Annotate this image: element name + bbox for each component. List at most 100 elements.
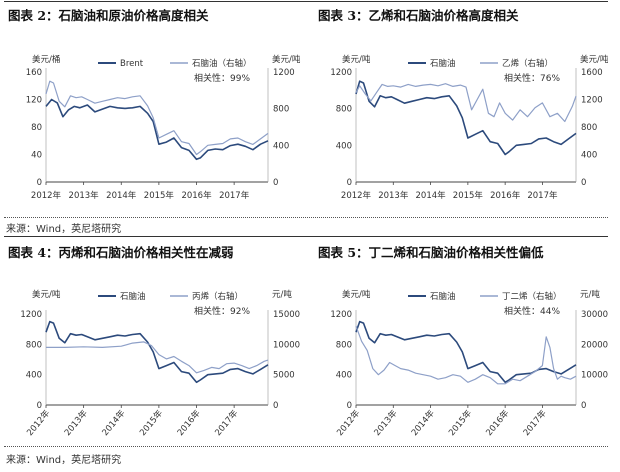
right-tick-label: 30000 xyxy=(581,310,608,320)
left-axis-unit: 美元/吨 xyxy=(342,289,371,300)
left-tick-label: 1200 xyxy=(330,68,352,78)
x-tick-label: 2016年 xyxy=(175,407,203,438)
x-tick-label: 2016年 xyxy=(490,190,521,201)
x-tick-label: 2014年 xyxy=(106,190,137,201)
legend-label: 丙烯（右轴） xyxy=(192,291,243,302)
left-tick-label: 80 xyxy=(31,123,42,133)
left-tick-label: 400 xyxy=(336,371,352,381)
right-axis-unit: 元/吨 xyxy=(272,289,292,300)
x-tick-label: 2013年 xyxy=(372,407,400,438)
x-tick-label: 2014年 xyxy=(100,407,128,438)
right-axis-unit: 美元/吨 xyxy=(272,54,301,65)
left-tick-label: 0 xyxy=(347,401,352,411)
right-tick-label: 400 xyxy=(581,151,597,161)
x-tick-label: 2012年 xyxy=(341,190,372,201)
x-tick-label: 2013年 xyxy=(69,190,100,201)
middle-rule xyxy=(4,236,608,237)
x-tick-label: 2017年 xyxy=(213,407,241,438)
right-tick-label: 400 xyxy=(273,141,289,151)
left-tick-label: 0 xyxy=(37,401,42,411)
source-rule-bottom xyxy=(4,446,608,447)
x-tick-label: 2013年 xyxy=(62,407,90,438)
series-line-secondary xyxy=(355,83,577,123)
right-tick-label: 1200 xyxy=(273,68,295,78)
right-axis-unit: 元/吨 xyxy=(580,289,600,300)
legend-label: 丁二烯（右轴） xyxy=(502,291,562,302)
left-tick-label: 800 xyxy=(336,105,352,115)
series-line-secondary xyxy=(46,341,269,374)
x-tick-label: 2012年 xyxy=(334,407,362,438)
series-line-primary xyxy=(45,320,269,384)
left-tick-label: 400 xyxy=(336,141,352,151)
left-tick-label: 800 xyxy=(336,340,352,350)
top-rule xyxy=(4,1,608,2)
left-axis-unit: 美元/吨 xyxy=(342,54,371,65)
x-tick-label: 2013年 xyxy=(378,190,409,201)
x-tick-label: 2012年 xyxy=(31,190,62,201)
x-tick-label: 2017年 xyxy=(527,190,558,201)
x-tick-label: 2017年 xyxy=(219,190,250,201)
chart-title: 图表 4：丙烯和石脑油价格相关性在减弱 xyxy=(8,245,234,260)
left-tick-label: 0 xyxy=(37,178,42,188)
right-tick-label: 20000 xyxy=(581,340,608,350)
x-tick-label: 2015年 xyxy=(446,407,474,438)
left-tick-label: 0 xyxy=(347,178,352,188)
x-tick-label: 2014年 xyxy=(409,407,437,438)
right-tick-label: 0 xyxy=(581,178,586,188)
correlation-note: 相关性：92% xyxy=(194,305,250,317)
series-line-secondary xyxy=(355,325,577,385)
right-tick-label: 1600 xyxy=(581,68,603,78)
series-line-primary xyxy=(355,320,577,384)
chart-title: 图表 3：乙烯和石脑油价格高度相关 xyxy=(318,8,519,23)
legend-label: Brent xyxy=(120,59,144,69)
legend-label: 石脑油 xyxy=(430,291,456,302)
left-axis-unit: 美元/吨 xyxy=(32,289,61,300)
series-line-primary xyxy=(355,80,577,156)
left-tick-label: 400 xyxy=(26,371,42,381)
x-tick-label: 2014年 xyxy=(416,190,447,201)
right-axis-unit: 美元/吨 xyxy=(580,54,609,65)
x-tick-label: 2016年 xyxy=(181,190,212,201)
left-tick-label: 160 xyxy=(26,68,42,78)
x-tick-label: 2015年 xyxy=(144,190,175,201)
right-tick-label: 800 xyxy=(581,123,597,133)
correlation-note: 相关性：44% xyxy=(504,305,560,317)
correlation-note: 相关性：99% xyxy=(194,72,250,84)
source-rule-top xyxy=(4,217,608,218)
right-tick-label: 15000 xyxy=(273,310,300,320)
chart-title: 图表 5：丁二烯和石脑油价格相关性偏低 xyxy=(318,245,544,260)
right-tick-label: 0 xyxy=(581,401,586,411)
right-tick-label: 0 xyxy=(273,401,278,411)
x-tick-label: 2017年 xyxy=(521,407,549,438)
right-tick-label: 1200 xyxy=(581,96,603,106)
left-tick-label: 800 xyxy=(26,340,42,350)
right-tick-label: 5000 xyxy=(273,371,295,381)
legend-label: 石脑油 xyxy=(430,58,456,69)
legend-label: 石脑油 xyxy=(120,291,146,302)
right-tick-label: 10000 xyxy=(581,371,608,381)
left-tick-label: 1200 xyxy=(330,310,352,320)
right-tick-label: 10000 xyxy=(273,340,300,350)
left-tick-label: 40 xyxy=(31,151,42,161)
x-tick-label: 2015年 xyxy=(453,190,484,201)
source-note-bottom: 来源：Wind，英尼塔研究 xyxy=(6,455,122,466)
x-tick-label: 2015年 xyxy=(137,407,165,438)
legend-label: 石脑油（右轴） xyxy=(192,58,252,69)
source-note-top: 来源：Wind，英尼塔研究 xyxy=(6,224,122,235)
left-tick-label: 120 xyxy=(26,96,42,106)
right-tick-label: 800 xyxy=(273,105,289,115)
left-axis-unit: 美元/桶 xyxy=(32,54,60,65)
x-tick-label: 2016年 xyxy=(484,407,512,438)
correlation-note: 相关性：76% xyxy=(504,72,560,84)
legend-label: 乙烯（右轴） xyxy=(502,58,553,69)
left-tick-label: 1200 xyxy=(20,310,42,320)
x-tick-label: 2012年 xyxy=(24,407,52,438)
series-line-primary xyxy=(45,98,269,161)
right-tick-label: 0 xyxy=(273,178,278,188)
series-line-secondary xyxy=(45,80,269,156)
chart-title: 图表 2：石脑油和原油价格高度相关 xyxy=(8,8,209,23)
